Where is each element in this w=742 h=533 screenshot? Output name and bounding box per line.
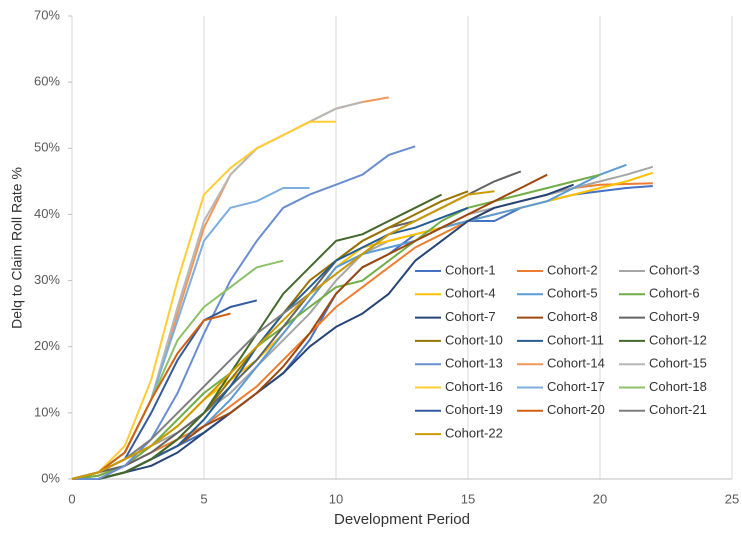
legend-label: Cohort-20	[547, 402, 605, 417]
y-tick-label: 70%	[34, 7, 60, 22]
y-tick-label: 10%	[34, 404, 60, 419]
legend-label: Cohort-4	[445, 286, 496, 301]
legend-label: Cohort-9	[649, 309, 700, 324]
legend-label: Cohort-10	[445, 332, 503, 347]
y-tick-label: 30%	[34, 272, 60, 287]
series-line	[71, 120, 336, 480]
legend: Cohort-1 Cohort-2 Cohort-3 Cohort-4 Cohort-5…	[415, 262, 707, 441]
legend-label: Cohort-15	[649, 356, 707, 371]
y-tick-label: 0%	[41, 470, 60, 485]
series-line	[71, 190, 495, 480]
legend-label: Cohort-8	[547, 309, 598, 324]
legend-label: Cohort-7	[445, 309, 496, 324]
legend-label: Cohort-17	[547, 379, 605, 394]
legend-label: Cohort-11	[547, 332, 604, 347]
legend-label: Cohort-18	[649, 379, 707, 394]
x-tick-label: 20	[593, 491, 607, 506]
legend-label: Cohort-3	[649, 262, 700, 277]
y-tick-label: 20%	[34, 338, 60, 353]
legend-label: Cohort-19	[445, 402, 503, 417]
legend-label: Cohort-22	[445, 426, 503, 441]
y-tick-label: 40%	[34, 206, 60, 221]
series-line	[71, 182, 653, 480]
legend-label: Cohort-6	[649, 286, 700, 301]
legend-label: Cohort-2	[547, 262, 598, 277]
y-axis-title: Delq to Claim Roll Rate %	[9, 167, 25, 329]
series-line	[72, 183, 574, 480]
series-line	[72, 145, 416, 480]
x-axis-title: Development Period	[334, 511, 470, 528]
x-tick-label: 10	[329, 491, 343, 506]
series-line	[71, 173, 601, 480]
legend-label: Cohort-5	[547, 286, 598, 301]
x-tick-label: 25	[725, 491, 739, 506]
y-tick-label: 50%	[34, 140, 60, 155]
series-line	[72, 190, 469, 480]
x-tick-label: 5	[200, 491, 207, 506]
legend-label: Cohort-13	[445, 356, 503, 371]
y-tick-label: 60%	[34, 74, 60, 89]
legend-label: Cohort-16	[445, 379, 503, 394]
legend-label: Cohort-14	[547, 356, 605, 371]
legend-label: Cohort-21	[649, 402, 707, 417]
legend-label: Cohort-12	[649, 332, 707, 347]
legend-label: Cohort-1	[445, 262, 496, 277]
x-tick-label: 0	[68, 491, 75, 506]
series-line	[71, 171, 654, 480]
x-tick-label: 15	[461, 491, 475, 506]
